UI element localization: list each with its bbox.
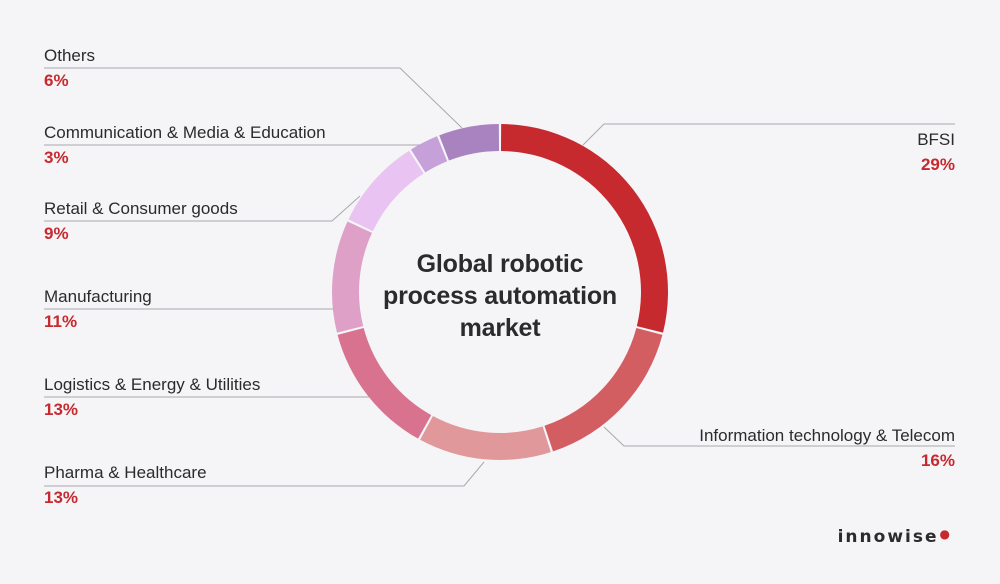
brand-logo: innowise●: [838, 527, 952, 547]
brand-logo-text: innowise: [837, 527, 939, 547]
slice-label-8: Others: [44, 46, 95, 65]
slice-label-5: Manufacturing: [44, 287, 152, 306]
chart-title-line-1: Global robotic: [416, 250, 584, 278]
leader-line-3: [44, 461, 485, 487]
donut-slice-5: [332, 221, 373, 333]
donut-slice-2: [544, 328, 663, 452]
leader-line-1: [582, 123, 955, 146]
slice-value-2: 16%: [921, 451, 955, 470]
slice-label-2: Information technology & Telecom: [699, 426, 955, 445]
slice-value-1: 29%: [921, 155, 955, 174]
leader-line-6: [44, 195, 361, 222]
donut-slice-3: [420, 416, 551, 461]
donut-slice-1: [500, 124, 669, 333]
brand-logo-dot: ●: [939, 527, 952, 541]
slice-label-6: Retail & Consumer goods: [44, 199, 238, 218]
leader-line-8: [44, 67, 463, 129]
donut-slice-7: [410, 136, 448, 173]
slice-label-4: Logistics & Energy & Utilities: [44, 375, 260, 394]
donut-slice-8: [439, 124, 500, 161]
slice-value-8: 6%: [44, 71, 69, 90]
leader-line-2: [603, 426, 955, 447]
slice-label-1: BFSI: [917, 130, 955, 149]
slice-value-4: 13%: [44, 400, 78, 419]
chart-title-line-2: process automation: [383, 282, 617, 310]
chart-title-line-3: market: [459, 314, 541, 342]
slice-label-3: Pharma & Healthcare: [44, 463, 207, 482]
slice-value-6: 9%: [44, 224, 69, 243]
donut-slice-6: [348, 150, 424, 232]
slice-value-7: 3%: [44, 148, 69, 167]
slice-value-3: 13%: [44, 488, 78, 507]
slice-label-7: Communication & Media & Education: [44, 123, 326, 142]
chart-title: Global robotic process automation market: [352, 248, 648, 344]
donut-slice-4: [337, 328, 432, 439]
slice-value-5: 11%: [44, 312, 77, 331]
